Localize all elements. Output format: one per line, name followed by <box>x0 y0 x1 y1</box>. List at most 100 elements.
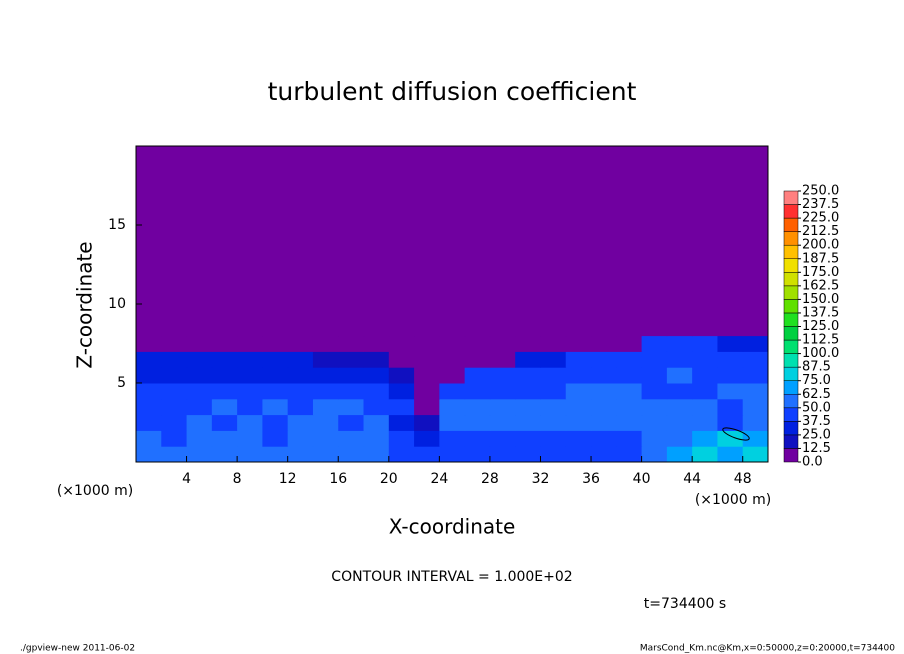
cell <box>161 335 188 352</box>
colorbar-label: 225.0 <box>802 211 839 226</box>
cell <box>136 430 162 447</box>
x-tick-label: 12 <box>279 471 297 487</box>
colorbar-label: 212.5 <box>802 224 839 239</box>
x-tick-label: 40 <box>633 471 651 487</box>
cell <box>742 367 769 384</box>
cell <box>616 430 643 447</box>
cell <box>388 430 415 447</box>
cell <box>414 398 440 416</box>
cell <box>186 351 213 368</box>
cell <box>211 335 238 352</box>
cell <box>186 446 213 463</box>
cell <box>464 446 491 463</box>
cell <box>666 414 693 431</box>
cell <box>515 351 541 368</box>
cell <box>489 335 516 352</box>
cell <box>591 398 617 416</box>
cell <box>262 351 289 368</box>
cell <box>388 446 415 463</box>
cell <box>666 430 693 447</box>
x-tick-label: 28 <box>481 471 499 487</box>
cell <box>312 335 339 352</box>
cell <box>161 146 188 337</box>
colorbar-label: 75.0 <box>802 373 831 388</box>
cell <box>161 398 188 416</box>
cell <box>591 146 617 337</box>
cell <box>464 351 491 368</box>
cell <box>211 383 238 400</box>
cell <box>439 446 466 463</box>
cell <box>515 367 541 384</box>
cell <box>489 414 516 431</box>
cell <box>489 367 516 384</box>
cell <box>338 367 365 384</box>
cell <box>742 351 769 368</box>
cell <box>742 430 769 447</box>
cell <box>464 383 491 400</box>
cell <box>515 146 541 337</box>
cell <box>136 335 162 352</box>
cell <box>237 351 263 368</box>
cell <box>312 383 339 400</box>
cell <box>565 367 592 384</box>
y-tick-label: 15 <box>108 217 126 233</box>
cell <box>515 383 541 400</box>
x-tick-label: 8 <box>233 471 242 487</box>
cell <box>616 414 643 431</box>
cell <box>237 383 263 400</box>
cell <box>186 414 213 431</box>
cell <box>338 146 365 337</box>
cell <box>692 398 718 416</box>
cell <box>287 398 314 416</box>
cell <box>591 446 617 463</box>
cell <box>414 335 440 352</box>
cell <box>591 335 617 352</box>
colorbar-label: 112.5 <box>802 333 839 348</box>
colorbar-label: 62.5 <box>802 387 831 402</box>
colorbar-box <box>783 434 799 449</box>
colorbar-label: 137.5 <box>802 305 839 320</box>
cell <box>312 367 339 384</box>
cell <box>363 414 390 431</box>
cell <box>489 398 516 416</box>
cell <box>641 398 668 416</box>
cell <box>388 383 415 400</box>
cell <box>414 414 440 431</box>
colorbar-label: 50.0 <box>802 400 831 415</box>
cell <box>211 414 238 431</box>
colorbar-box <box>783 380 799 395</box>
cell <box>363 146 390 337</box>
x-tick-label: 44 <box>683 471 701 487</box>
cell <box>136 146 162 337</box>
cell <box>565 446 592 463</box>
cell <box>641 446 668 463</box>
colorbar-box <box>783 272 799 287</box>
cell <box>666 351 693 368</box>
colorbar-box <box>783 421 799 436</box>
y-units: (×1000 m) <box>57 483 133 499</box>
cell <box>540 351 567 368</box>
cell <box>414 146 440 337</box>
cell <box>666 146 693 337</box>
cell <box>414 367 440 384</box>
cell <box>641 335 668 352</box>
cell <box>565 398 592 416</box>
colorbar-label: 250.0 <box>802 184 839 199</box>
cell <box>565 351 592 368</box>
cell <box>262 414 289 431</box>
cell <box>136 351 162 368</box>
cell <box>136 367 162 384</box>
cell <box>464 367 491 384</box>
x-tick-label: 32 <box>532 471 550 487</box>
cell <box>641 383 668 400</box>
cell <box>262 398 289 416</box>
cell <box>489 351 516 368</box>
colorbar-label: 200.0 <box>802 238 839 253</box>
cell <box>161 367 188 384</box>
cell <box>338 414 365 431</box>
cell <box>464 335 491 352</box>
cell <box>717 146 744 337</box>
cell <box>161 446 188 463</box>
cell <box>388 146 415 337</box>
cell <box>540 367 567 384</box>
